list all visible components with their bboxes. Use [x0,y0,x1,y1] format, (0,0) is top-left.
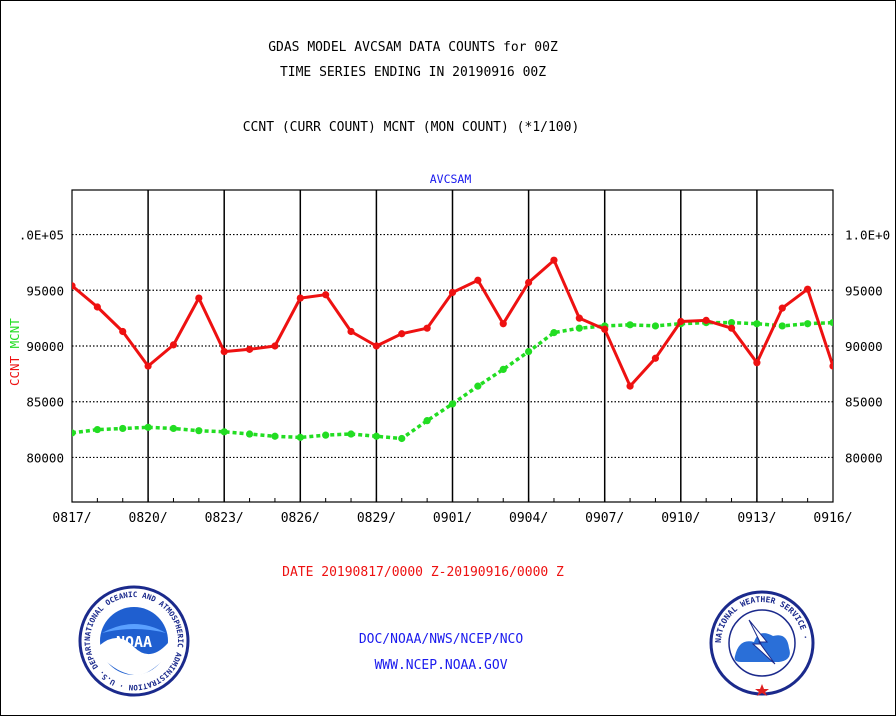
data-point-ccnt [195,294,203,302]
data-point-ccnt [347,327,355,336]
data-point-mcnt [271,432,279,440]
data-point-ccnt [525,278,533,287]
x-tick-label: 0913/ [737,511,776,526]
data-point-mcnt [195,427,203,435]
data-point-mcnt [474,382,482,390]
x-tick-label: 0826/ [281,511,320,526]
plot-label: AVCSAM [430,172,472,186]
chart-title-line-1: GDAS MODEL AVCSAM DATA COUNTS for 00Z [268,40,558,55]
data-point-mcnt [144,423,152,431]
data-point-mcnt [245,430,254,438]
data-point-mcnt [169,424,178,433]
data-point-ccnt [474,276,482,284]
data-point-ccnt [448,288,457,297]
y-axis-label: CCNT MCNT [7,318,22,386]
x-tick-label: 0901/ [433,511,472,526]
data-point-mcnt [347,430,355,438]
data-point-ccnt [804,285,812,293]
data-point-mcnt [220,428,228,436]
x-tick-label: 0904/ [509,511,548,526]
data-point-mcnt [525,347,533,356]
data-point-ccnt [398,330,406,338]
y-axis-label-mcnt: MCNT [7,318,22,349]
data-point-mcnt [829,319,833,327]
data-point-ccnt [677,317,685,326]
data-point-ccnt [72,282,76,290]
data-point-ccnt [651,354,660,362]
y-tick-label-left: 90000 [26,339,64,354]
y-tick-label-right: 95000 [845,283,883,298]
data-point-ccnt [144,362,152,370]
series-mcnt [72,319,833,443]
data-point-mcnt [372,432,380,440]
noaa-logo-text: NOAA [116,633,152,651]
data-point-ccnt [499,320,507,328]
data-point-ccnt [753,359,761,367]
y-tick-label-left: 85000 [26,395,64,410]
data-point-mcnt [93,425,101,434]
x-tick-label: 0916/ [813,511,852,526]
data-point-ccnt [423,324,431,332]
data-point-ccnt [601,325,609,333]
data-point-mcnt [753,320,761,328]
data-point-mcnt [322,431,330,439]
x-tick-label: 0910/ [661,511,700,526]
data-point-ccnt [829,362,833,370]
footer-org-line: DOC/NOAA/NWS/NCEP/NCO [358,632,524,647]
y-tick-label-right: 90000 [845,339,883,354]
data-point-ccnt [119,327,127,336]
y-tick-label-left: .0E+05 [19,228,64,243]
data-point-ccnt [727,324,736,332]
data-point-mcnt [727,319,736,327]
x-tick-label: 0823/ [205,511,244,526]
data-point-mcnt [575,324,583,332]
data-point-mcnt [778,322,786,330]
y-axis-label-ccnt: CCNT [7,348,22,386]
noaa-logo: NATIONAL OCEANIC AND ATMOSPHERIC ADMINIS… [78,585,190,697]
y-tick-label-right: 80000 [845,450,883,465]
data-point-ccnt [93,303,101,311]
chart-subtitle: CCNT (CURR COUNT) MCNT (MON COUNT) (*1/1… [242,120,580,135]
data-point-ccnt [169,341,178,349]
footer-url-line[interactable]: WWW.NCEP.NOAA.GOV [374,658,508,673]
data-point-ccnt [271,342,279,350]
data-point-ccnt [575,314,583,322]
data-point-ccnt [778,304,786,312]
data-point-mcnt [423,417,431,425]
data-point-mcnt [499,365,507,373]
data-point-mcnt [626,321,634,329]
date-range-label: DATE 20190817/0000 Z-20190916/0000 Z [282,565,564,580]
data-point-ccnt [322,291,330,299]
data-point-ccnt [372,342,380,350]
chart-title-line-2: TIME SERIES ENDING IN 20190916 00Z [279,65,547,80]
x-tick-label: 0907/ [585,511,624,526]
data-point-mcnt [72,429,76,437]
data-point-mcnt [448,400,457,408]
data-point-mcnt [296,433,304,441]
data-point-mcnt [651,322,660,330]
series-ccnt [72,256,833,390]
x-tick-label: 0829/ [357,511,396,526]
y-tick-label-left: 95000 [26,283,64,298]
data-point-ccnt [550,256,558,264]
data-point-ccnt [296,294,304,302]
data-point-mcnt [804,320,812,328]
x-tick-label: 0820/ [129,511,168,526]
y-tick-label-right: 1.0E+0 [845,228,890,243]
y-tick-label-right: 85000 [845,395,883,410]
data-point-ccnt [626,382,634,390]
data-point-mcnt [550,329,558,337]
data-point-mcnt [398,434,406,443]
x-tick-label: 0817/ [52,511,91,526]
data-point-ccnt [220,347,228,356]
y-tick-label-left: 80000 [26,450,64,465]
data-point-ccnt [702,316,710,324]
nws-logo: NATIONAL WEATHER SERVICE · [709,590,815,696]
data-point-ccnt [245,345,254,353]
data-point-mcnt [119,424,127,433]
